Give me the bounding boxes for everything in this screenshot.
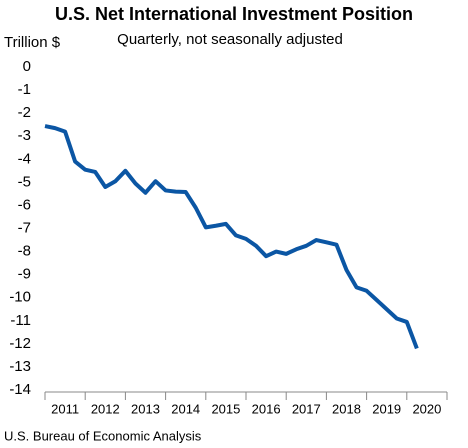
x-tick-label: 2017 bbox=[292, 401, 321, 416]
chart-subtitle: Quarterly, not seasonally adjusted bbox=[117, 31, 343, 48]
y-tick-label: -14 bbox=[9, 381, 31, 398]
source: U.S. Bureau of Economic Analysis bbox=[4, 428, 202, 443]
y-tick-label: -3 bbox=[18, 127, 31, 144]
x-tick-label: 2014 bbox=[171, 401, 200, 416]
y-tick-label: -8 bbox=[18, 243, 31, 260]
y-tick-label: -5 bbox=[18, 173, 31, 190]
data-line bbox=[44, 124, 419, 350]
y-tick-label: -11 bbox=[10, 312, 31, 329]
y-tick-label: 0 bbox=[23, 58, 31, 75]
x-tick-label: 2016 bbox=[252, 401, 281, 416]
y-tick-label: -13 bbox=[9, 358, 31, 375]
y-tick-label: -7 bbox=[18, 219, 31, 236]
chart-title: U.S. Net International Investment Positi… bbox=[55, 4, 413, 24]
y-tick-label: -2 bbox=[18, 104, 31, 121]
x-tick-label: 2012 bbox=[91, 401, 120, 416]
y-tick-label: -9 bbox=[18, 266, 31, 283]
y-axis-label: Trillion $ bbox=[4, 34, 61, 51]
x-tick-label: 2020 bbox=[412, 401, 441, 416]
y-tick-label: -4 bbox=[18, 150, 31, 167]
y-tick-label: -12 bbox=[9, 335, 31, 352]
y-tick-label: -6 bbox=[18, 196, 31, 213]
y-tick-label: -1 bbox=[18, 81, 31, 98]
x-tick-label: 2019 bbox=[372, 401, 401, 416]
x-tick-label: 2011 bbox=[51, 401, 79, 416]
x-tick-label: 2013 bbox=[131, 401, 160, 416]
x-tick-label: 2018 bbox=[332, 401, 361, 416]
y-tick-label: -10 bbox=[9, 289, 31, 306]
x-tick-label: 2015 bbox=[211, 401, 240, 416]
